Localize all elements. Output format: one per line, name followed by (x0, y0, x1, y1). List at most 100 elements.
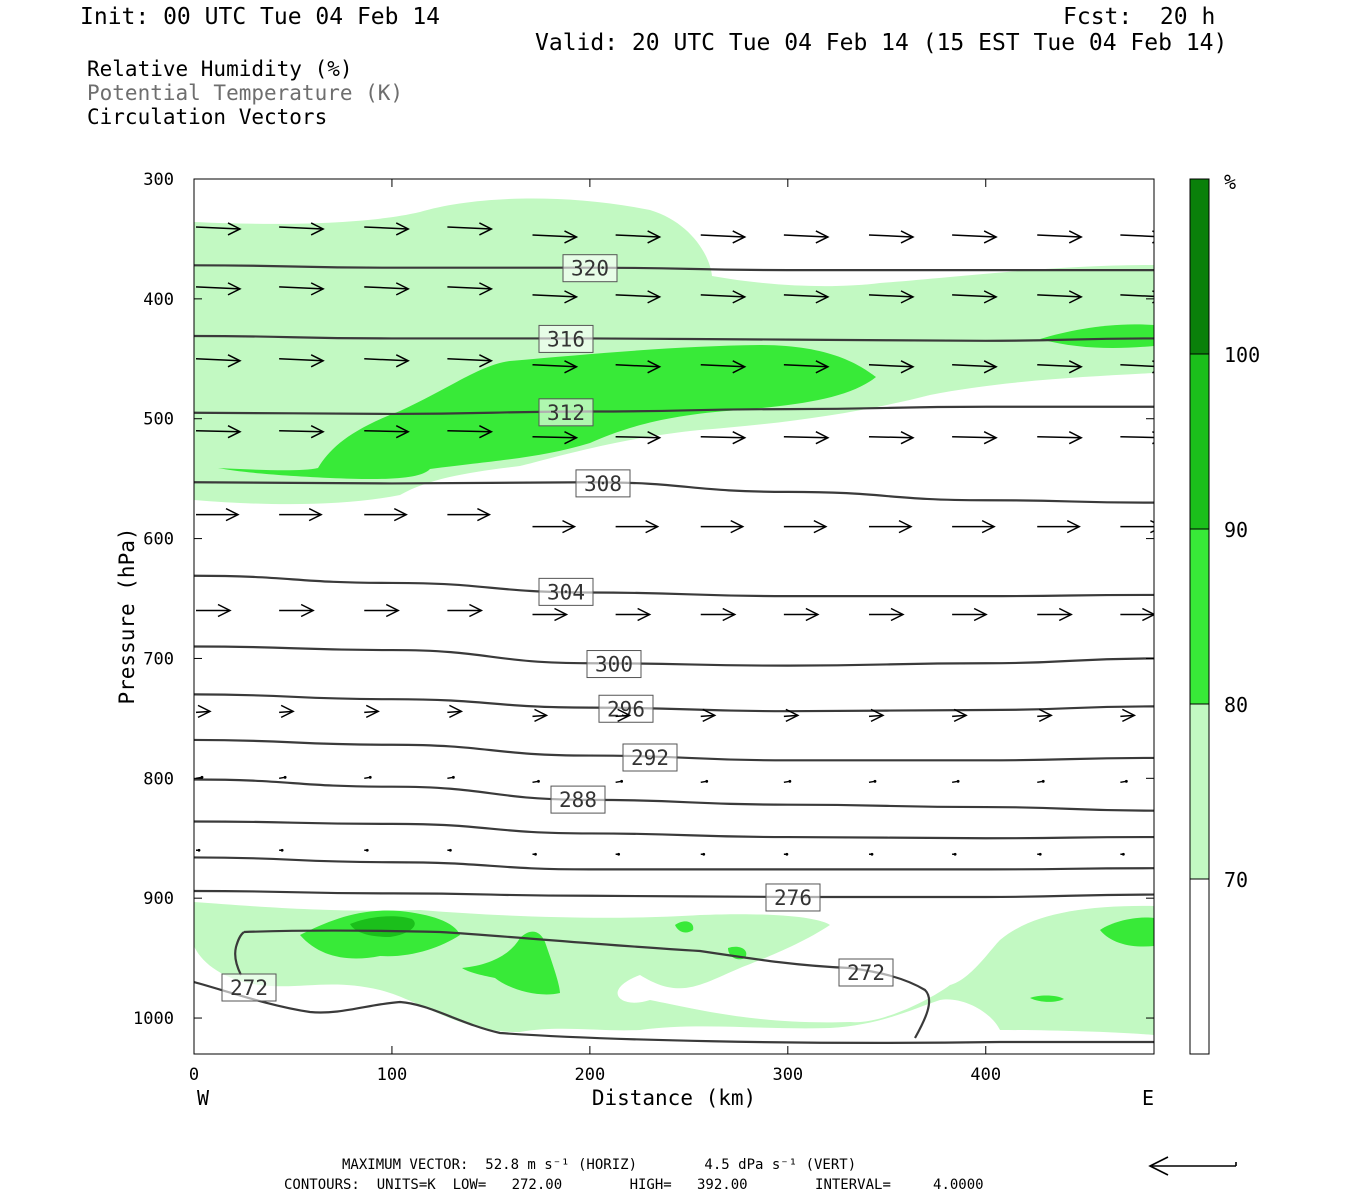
vector-arrow (195, 425, 242, 439)
vector-arrow (195, 704, 212, 719)
vector-arrow (532, 360, 579, 374)
vector-arrow (868, 360, 915, 374)
vector-arrow (279, 507, 323, 522)
vector-arrow (615, 360, 662, 374)
vector-arrow (1120, 431, 1154, 445)
theta-contour-304 (194, 574, 1154, 598)
vector-arrow (868, 779, 877, 784)
vector-arrow (364, 507, 408, 522)
theta-contour-312 (194, 405, 1154, 416)
x-tick-label: 400 (970, 1065, 1001, 1085)
svg-text:276: 276 (774, 886, 812, 910)
vector-arrow (700, 519, 745, 534)
vector-arrow (1120, 852, 1125, 856)
vector-arrow (447, 603, 484, 618)
y-tick-label: 400 (143, 290, 174, 310)
y-tick-label: 600 (143, 530, 174, 550)
vector-arrow (364, 603, 400, 618)
vector-arrow (700, 852, 706, 856)
contour-label-288: 288 (550, 785, 606, 814)
colorbar-label-70: 70 (1224, 868, 1248, 892)
rh-80-lower-small-blob (1030, 995, 1064, 1002)
vector-arrow (615, 519, 660, 534)
vector-arrow (1120, 779, 1128, 784)
vector-arrow (783, 230, 830, 244)
colorbar-unit: % (1224, 170, 1236, 194)
vector-arrow (1120, 708, 1137, 723)
vector-arrow (783, 360, 830, 374)
vector-arrow (615, 290, 662, 304)
vector-arrow (615, 779, 624, 784)
vector-arrow (279, 704, 295, 719)
vector-arrow (1037, 230, 1083, 244)
theta-272-lower-contour (194, 980, 1154, 1044)
vector-arrow (532, 607, 569, 622)
contour-label-320: 320 (562, 254, 618, 283)
vector-arrow (952, 360, 998, 374)
vector-arrow (195, 222, 242, 236)
contour-label-272: 272 (838, 958, 894, 987)
svg-text:304: 304 (547, 580, 585, 604)
vector-arrow (952, 708, 968, 723)
vector-arrow (1037, 360, 1083, 374)
vector-arrow (700, 360, 747, 374)
theta-contour-316 (194, 334, 1154, 342)
vector-arrow (700, 290, 747, 304)
theta-contour-288 (194, 778, 1154, 812)
vector-arrow (195, 282, 242, 296)
vector-arrow (615, 230, 662, 244)
theta-contour-276 (194, 889, 1154, 899)
vector-arrow (279, 603, 315, 618)
svg-text:272: 272 (847, 961, 885, 985)
contour-label-304: 304 (538, 577, 594, 606)
x-tick-label: 0 (189, 1065, 199, 1085)
contour-label-296: 296 (598, 694, 654, 723)
svg-text:272: 272 (230, 976, 268, 1000)
vector-arrow (700, 708, 717, 723)
vector-arrow (532, 431, 579, 445)
x-tick-label: 300 (772, 1065, 803, 1085)
colorbar-90-segment (1190, 354, 1209, 529)
vector-arrow (279, 222, 325, 236)
theta-272-contours (194, 929, 1154, 1044)
vector-arrow (1120, 290, 1154, 304)
colorbar-frame (1189, 178, 1210, 1055)
vector-arrow (447, 222, 494, 236)
y-tick-label: 700 (143, 649, 174, 669)
vector-arrow (1120, 607, 1154, 622)
vector-arrow (1037, 779, 1045, 784)
init-time: Init: 00 UTC Tue 04 Feb 14 (80, 4, 441, 30)
vector-arrow (364, 848, 369, 852)
vector-arrow (196, 507, 240, 522)
reference-vector-arrow (1148, 1156, 1237, 1176)
legend-relative-humidity: Relative Humidity (%) (87, 57, 353, 81)
vector-arrow (952, 607, 988, 622)
vector-arrow (700, 779, 709, 784)
vector-arrow (447, 848, 452, 852)
colorbar-label-100: 100 (1224, 343, 1260, 367)
y-tick-label: 900 (143, 889, 174, 909)
theta-272-upper-contour (234, 929, 931, 1039)
vector-arrow (532, 852, 537, 856)
vector-arrow (1037, 519, 1081, 534)
legend-potential-temperature: Potential Temperature (K) (87, 81, 404, 105)
vector-arrow (615, 852, 621, 856)
vector-arrow (868, 708, 885, 723)
vector-arrow (783, 607, 820, 622)
vector-arrow (952, 230, 998, 244)
vector-arrow (364, 222, 410, 236)
vector-arrow (868, 230, 915, 244)
forecast-hour: Fcst: 20 h (1063, 4, 1216, 30)
vector-arrow (447, 507, 492, 522)
vector-arrow (532, 708, 549, 723)
vector-arrow (1037, 431, 1083, 445)
x-tick-label: 100 (377, 1065, 408, 1085)
y-tick-label: 300 (143, 170, 174, 190)
vector-arrow (783, 519, 828, 534)
contour-label-276: 276 (765, 883, 821, 912)
vector-arrow (952, 779, 960, 784)
vector-arrow (615, 708, 632, 723)
vector-arrow (279, 425, 325, 439)
vector-arrow (783, 708, 800, 723)
theta-contours (194, 264, 1154, 899)
